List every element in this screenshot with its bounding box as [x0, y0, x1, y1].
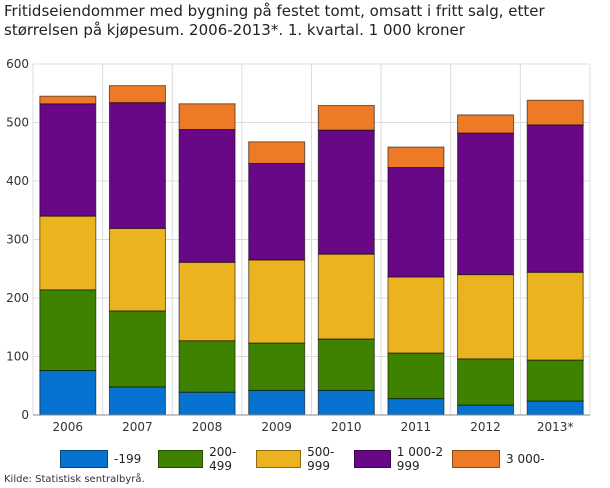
bar-segment	[387, 352, 445, 400]
bar-segment	[39, 289, 97, 372]
chart-title: Fritidseiendommer med bygning på festet …	[4, 2, 545, 39]
x-tick-label: 2013*	[537, 420, 574, 434]
x-tick-label: 2007	[122, 420, 153, 434]
legend-label: 500-999	[307, 445, 335, 473]
bar-segment	[387, 398, 445, 416]
legend-label: 200-499	[209, 445, 237, 473]
legend-item: 200-499	[158, 445, 256, 473]
bar-segment	[526, 124, 584, 273]
legend-swatch	[256, 450, 302, 468]
x-tick-label: 2010	[331, 420, 362, 434]
legend-item: 1 000-2 999	[354, 445, 452, 473]
bar-segment	[39, 370, 97, 416]
bar-segment	[248, 259, 306, 344]
bar-segment	[526, 359, 584, 402]
bar-segment	[39, 103, 97, 217]
legend-item: 3 000-	[452, 445, 550, 473]
bar-segment	[178, 340, 236, 393]
legend: -199 200-499 500-999 1 000-2 999 3 000-	[60, 445, 550, 473]
bar-segment	[317, 105, 375, 131]
legend-swatch	[158, 450, 204, 468]
legend-swatch	[452, 450, 500, 468]
bar-segment	[248, 389, 306, 416]
x-tick-label: 2008	[192, 420, 223, 434]
bar-segment	[178, 129, 236, 263]
bar-segment	[108, 85, 166, 104]
legend-label: -199	[114, 452, 142, 466]
legend-label: 1 000-2 999	[396, 445, 444, 473]
bar-segment	[387, 146, 445, 169]
bar-segment	[317, 338, 375, 391]
y-tick-label: 100	[6, 350, 29, 364]
bar-segment	[248, 162, 306, 261]
bar-segment	[457, 114, 515, 134]
bar-segment	[387, 276, 445, 354]
bar-segment	[108, 227, 166, 312]
y-tick-label: 0	[21, 408, 29, 422]
bar-segment	[526, 99, 584, 126]
bar-segment	[387, 167, 445, 278]
bar-segment	[317, 129, 375, 255]
bar-segment	[178, 261, 236, 342]
y-tick-label: 300	[6, 233, 29, 247]
bar-segment	[178, 391, 236, 416]
y-tick-label: 600	[6, 57, 29, 71]
plot-area: 0 100 200 300 400 500 600 2006 2007 2008 2009 2010 2…	[6, 57, 591, 434]
bar-segment	[108, 310, 166, 388]
bar-segment	[526, 271, 584, 361]
bar-segment	[108, 102, 166, 229]
bar-segment	[526, 400, 584, 416]
bar-segment	[248, 342, 306, 391]
source-note: Kilde: Statistisk sentralbyrå.	[4, 474, 145, 485]
bar-segment	[317, 389, 375, 416]
legend-item: 500-999	[256, 445, 354, 473]
legend-label: 3 000-	[506, 452, 545, 466]
bar-segment	[39, 95, 97, 105]
bar-segment	[457, 132, 515, 276]
legend-swatch	[354, 450, 391, 468]
bar-segment	[178, 103, 236, 131]
legend-swatch	[60, 450, 108, 468]
y-tick-label: 500	[6, 116, 29, 130]
legend-item: -199	[60, 445, 158, 473]
bar-segment	[457, 274, 515, 360]
y-tick-label: 400	[6, 174, 29, 188]
x-tick-label: 2006	[53, 420, 84, 434]
x-tick-label: 2009	[261, 420, 292, 434]
bar-segment	[457, 404, 515, 416]
bar-segment	[108, 386, 166, 416]
x-tick-label: 2011	[401, 420, 432, 434]
y-tick-label: 200	[6, 291, 29, 305]
bar-segment	[248, 141, 306, 164]
x-tick-label: 2012	[470, 420, 501, 434]
bar-segment	[317, 253, 375, 340]
bar-segment	[39, 215, 97, 291]
bar-segment	[457, 358, 515, 406]
